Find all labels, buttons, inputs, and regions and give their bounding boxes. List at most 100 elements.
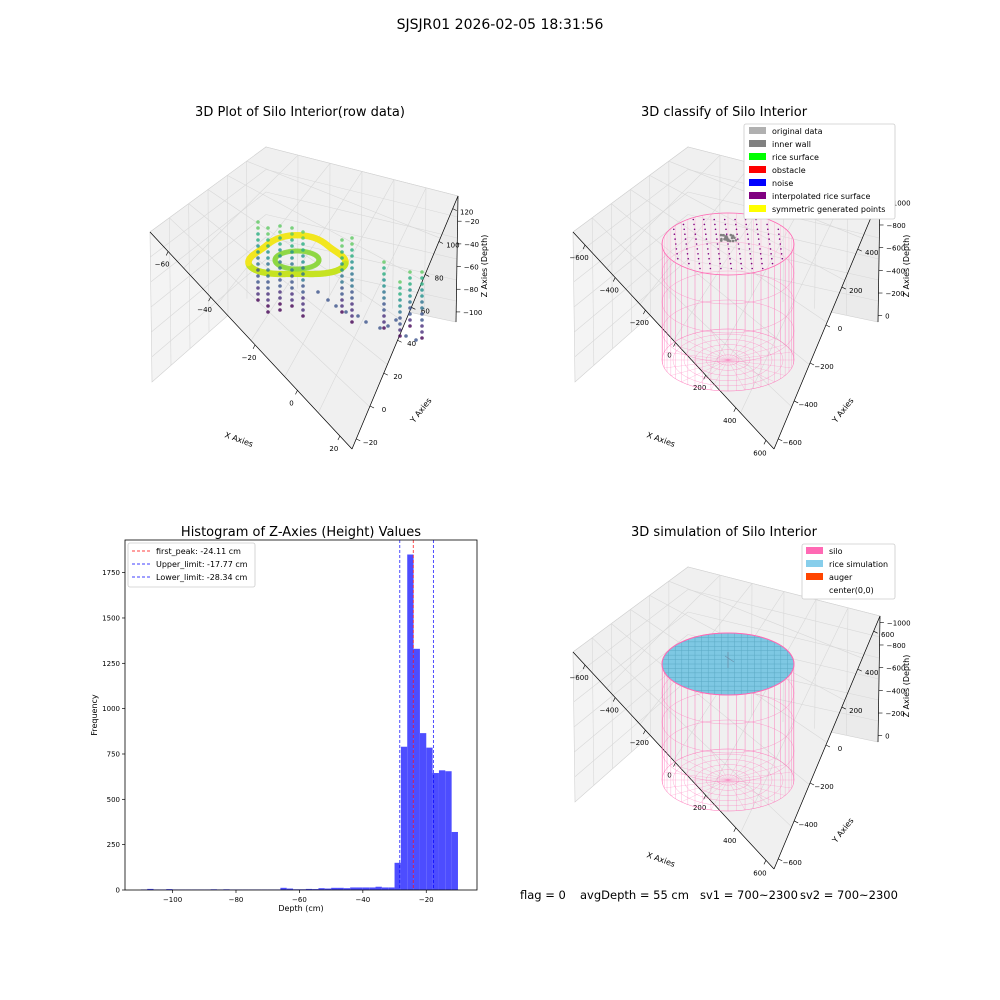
column-point	[290, 244, 294, 248]
silo-bottom-spoke	[727, 764, 786, 781]
silo-bottom-spoke	[664, 359, 729, 369]
x-tick-label: 0	[667, 352, 671, 360]
column-point	[382, 272, 386, 276]
y-tick-mark	[825, 744, 831, 748]
column-point	[256, 250, 260, 254]
histogram-bar	[438, 770, 446, 890]
original-data-point	[720, 239, 723, 242]
x-tick-mark	[582, 664, 586, 670]
silo-bottom-spoke	[670, 779, 729, 796]
x-tick-label: −20	[242, 354, 257, 362]
legend-swatch	[806, 560, 823, 567]
interpolated-surface-point	[714, 228, 717, 231]
histogram-bar	[356, 887, 363, 890]
legend-label: first_peak: -24.11 cm	[156, 547, 241, 556]
x-axis-line	[572, 651, 775, 870]
y-axis-label: Frequency	[90, 694, 99, 736]
y-tick-mark	[857, 668, 862, 672]
silo-bottom-spoke	[664, 351, 729, 361]
interpolated-surface-point	[716, 243, 719, 245]
interpolated-surface-point	[747, 238, 749, 240]
x-tick-mark	[673, 762, 676, 767]
z-tick-label: −400	[886, 687, 905, 695]
silo-bottom-spoke	[670, 344, 729, 361]
legend-label: inner wall	[772, 140, 811, 149]
column-point	[290, 226, 294, 230]
column-point	[256, 232, 260, 236]
classify-3d-plot: 3D classify of Silo Interior −600 −400 −200…	[569, 105, 911, 457]
original-data-point	[733, 236, 736, 239]
interpolated-surface-point	[675, 243, 677, 245]
interpolated-surface-point	[703, 218, 705, 221]
y-tick-label: 1500	[102, 614, 120, 622]
y-tick-mark	[383, 372, 388, 376]
histogram-bar	[451, 831, 458, 890]
silo-bottom-spoke	[681, 359, 729, 383]
interpolated-surface-point	[718, 257, 721, 260]
left-pane-grid-line	[574, 679, 689, 778]
column-point	[340, 298, 344, 302]
legend: original data inner wall rice surface obsta…	[743, 123, 896, 220]
plot-title: 3D Plot of Silo Interior(row data)	[195, 105, 405, 120]
histogram-bar	[381, 887, 389, 890]
column-point	[398, 286, 402, 290]
silo-wall-ring	[661, 748, 795, 812]
original-data-point	[719, 233, 723, 237]
interpolated-surface-point	[769, 248, 772, 250]
column-point	[290, 274, 294, 278]
histogram-bar	[166, 889, 173, 890]
column-point	[278, 242, 282, 246]
y-tick-mark	[397, 339, 402, 343]
x-tick-mark	[703, 375, 706, 380]
y-axis-line	[773, 195, 881, 450]
y-tick-mark	[857, 248, 862, 252]
column-point	[278, 278, 282, 282]
histogram-bar	[432, 773, 439, 890]
column-point	[301, 260, 305, 264]
column-point	[420, 282, 424, 286]
interpolated-surface-point	[760, 257, 763, 260]
column-point	[301, 296, 305, 300]
interpolated-surface-point	[684, 238, 687, 240]
histogram-bar	[445, 771, 452, 890]
column-point	[350, 284, 354, 288]
histogram-bar	[419, 733, 427, 890]
interpolated-surface-point	[677, 257, 679, 260]
histogram-bar	[350, 887, 357, 890]
histogram-bar	[375, 886, 382, 890]
x-tick-label: −400	[600, 707, 619, 715]
scatter-point	[334, 304, 338, 308]
scatter-point	[404, 334, 408, 338]
column-point	[398, 304, 402, 308]
y-tick-mark	[841, 286, 846, 290]
column-point	[398, 292, 402, 296]
z-tick-label: −600	[886, 665, 905, 673]
column-point	[398, 310, 402, 314]
interpolated-surface-point	[766, 223, 768, 226]
column-point	[256, 298, 260, 302]
column-point	[278, 284, 282, 288]
column-point	[382, 314, 386, 318]
plot-title: Histogram of Z-Axies (Height) Values	[181, 525, 421, 540]
interpolated-surface-point	[708, 257, 710, 260]
interpolated-surface-point	[684, 233, 686, 235]
x-axis-label: Depth (cm)	[278, 904, 323, 913]
interpolated-surface-point	[750, 257, 752, 260]
column-point	[301, 302, 305, 306]
x-tick-mark	[252, 344, 256, 349]
simulation-silo-group	[661, 632, 795, 812]
original-data-point	[731, 234, 735, 238]
y-tick-mark	[778, 438, 783, 442]
interpolated-surface-point	[686, 253, 689, 255]
column-point	[301, 314, 305, 318]
histogram-bar	[331, 887, 338, 890]
interpolated-surface-point	[705, 233, 707, 235]
legend-label: interpolated rice surface	[772, 192, 870, 201]
column-point	[340, 304, 344, 308]
interpolated-surface-point	[715, 233, 717, 235]
z-tick-label: −200	[885, 710, 904, 718]
legend-swatch	[749, 179, 766, 186]
column-point	[420, 324, 424, 328]
interpolated-surface-point	[709, 267, 712, 270]
column-point	[266, 268, 270, 272]
